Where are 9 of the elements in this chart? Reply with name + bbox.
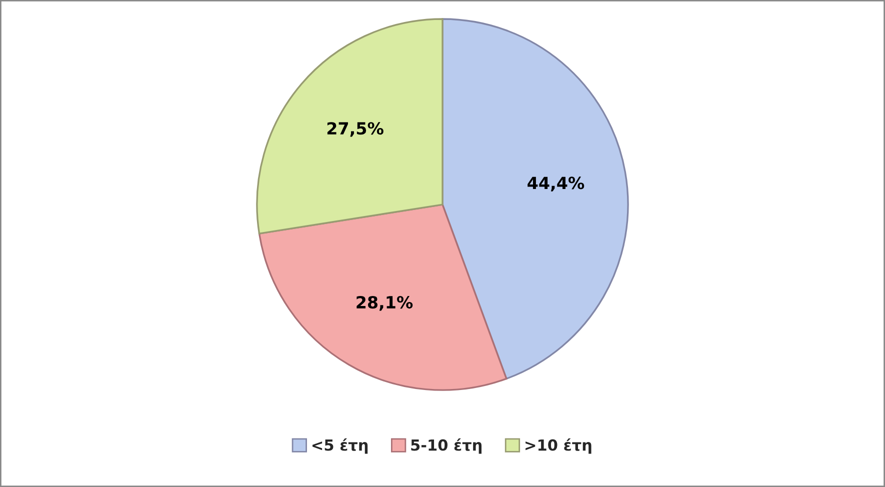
pie-slice [256, 18, 444, 234]
data-label: 44,4% [528, 176, 584, 192]
legend-label: 5-10 έτη [411, 438, 482, 454]
pie-slice [258, 204, 508, 391]
legend-label: <5 έτη [312, 438, 368, 454]
data-label: 27,5% [327, 122, 384, 137]
pie-slice [442, 18, 629, 380]
legend-label: >10 έτη [526, 438, 592, 454]
data-label: 28,1% [356, 296, 413, 311]
